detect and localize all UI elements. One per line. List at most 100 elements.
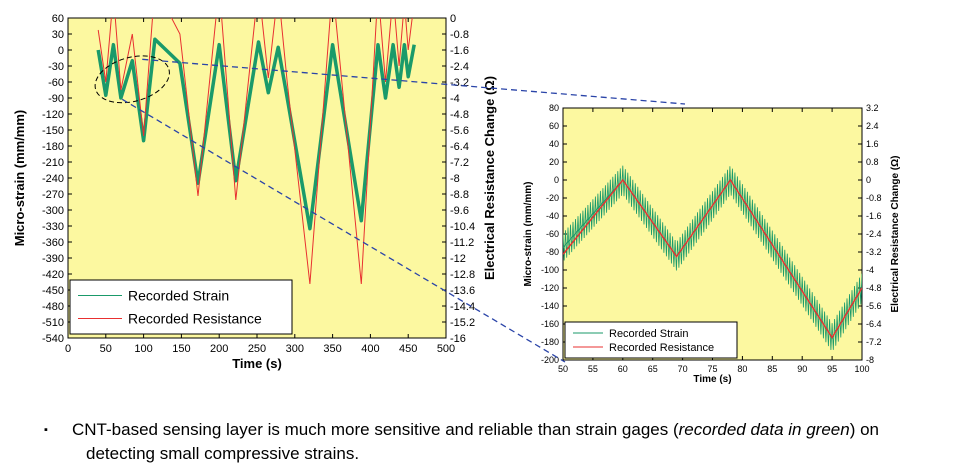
y-tick-label: -120 (42, 109, 64, 121)
x-tick-label: 200 (210, 343, 228, 355)
y-tick-label: -120 (541, 283, 559, 293)
y-tick-label: -40 (546, 211, 559, 221)
y2-tick-label: -6.4 (450, 141, 469, 153)
legend-label: Recorded Strain (128, 288, 229, 304)
x-tick-label: 100 (134, 343, 152, 355)
y-tick-label: -150 (42, 125, 64, 137)
y2-tick-label: -6.4 (866, 319, 882, 329)
y-tick-label: -420 (42, 269, 64, 281)
x-tick-label: 0 (65, 343, 71, 355)
series-line-resistance (97, 18, 413, 285)
y-axis-title: Micro-strain (mm/mm) (12, 110, 27, 247)
y-tick-label: -200 (541, 355, 559, 365)
y-tick-label: -450 (42, 285, 64, 297)
y-tick-label: 40 (549, 139, 559, 149)
y-tick-label: -300 (42, 205, 64, 217)
legend: Recorded Strain Recorded Resistance (564, 321, 738, 359)
y-tick-label: -80 (546, 247, 559, 257)
y-tick-label: 0 (58, 45, 64, 57)
y2-tick-label: -3.2 (866, 247, 882, 257)
y2-tick-label: -13.6 (450, 285, 475, 297)
y2-tick-label: -16 (450, 333, 466, 345)
y2-tick-label: -8.8 (450, 189, 469, 201)
y-tick-label: -390 (42, 253, 64, 265)
caption-text-b: ) on (849, 420, 879, 439)
series-noise-strain (563, 165, 862, 351)
bullet-icon: ▪ (44, 424, 48, 436)
x-tick-label: 350 (323, 343, 341, 355)
y2-tick-label: -11.2 (450, 237, 474, 249)
y-tick-label: -480 (42, 301, 64, 313)
x-tick-label: 60 (618, 364, 628, 374)
y2-tick-label: 1.6 (866, 139, 879, 149)
y-tick-label: 60 (52, 13, 64, 25)
y2-tick-label: -4 (450, 93, 460, 105)
x-tick-label: 70 (678, 364, 688, 374)
y2-tick-label: -8 (866, 355, 874, 365)
y2-tick-label: 0 (450, 13, 456, 25)
y2-tick-label: -0.8 (866, 193, 882, 203)
plot-area (562, 107, 863, 361)
x-tick-label: 50 (558, 364, 568, 374)
x-tick-label: 65 (648, 364, 658, 374)
y2-tick-label: -1.6 (866, 211, 882, 221)
caption-text-italic: recorded data in green (678, 420, 850, 439)
y2-tick-label: -4.8 (866, 283, 882, 293)
y-tick-label: -30 (48, 61, 64, 73)
y2-tick-label: -1.6 (450, 45, 469, 57)
y-tick-label: -540 (42, 333, 64, 345)
y-tick-label: 80 (549, 103, 559, 113)
y-tick-label: -510 (42, 317, 64, 329)
connector-line-top (142, 58, 686, 105)
y-tick-label: -330 (42, 221, 64, 233)
y-tick-label: -240 (42, 173, 64, 185)
x-tick-label: 100 (854, 364, 869, 374)
y-axis-title: Micro-strain (mm/mm) (523, 181, 534, 286)
caption-text-a: CNT-based sensing layer is much more sen… (72, 420, 679, 439)
y-tick-label: -60 (546, 229, 559, 239)
y2-tick-label: -5.6 (866, 301, 882, 311)
y-tick-label: -140 (541, 301, 559, 311)
y2-tick-label: 0 (866, 175, 871, 185)
y2-tick-label: -7.2 (450, 157, 469, 169)
y-tick-label: -160 (541, 319, 559, 329)
zoom-region-ellipse (94, 55, 170, 104)
x-tick-label: 95 (827, 364, 837, 374)
y2-tick-label: -7.2 (866, 337, 882, 347)
y2-tick-label: -4 (866, 265, 874, 275)
legend-label: Recorded Resistance (609, 342, 714, 354)
figure: 0 50 100 150 200 250 300 350 400 450 50060300-30-6… (12, 13, 901, 385)
x-tick-label: 80 (737, 364, 747, 374)
y-tick-label: 60 (549, 121, 559, 131)
y-tick-label: -210 (42, 157, 64, 169)
series-group (563, 165, 862, 351)
y-tick-label: -100 (541, 265, 559, 275)
legend-box (69, 279, 293, 335)
zoom-chart: 50 55 60 65 70 75 80 85 90 95 100806040200-20-40-6… (523, 103, 901, 385)
caption-line-1: CNT-based sensing layer is much more sen… (44, 418, 949, 442)
x-axis-title: Time (s) (232, 356, 282, 371)
y-tick-label: -180 (541, 337, 559, 347)
y2-tick-label: -0.8 (450, 29, 469, 41)
y2-tick-label: 2.4 (866, 121, 879, 131)
x-tick-label: 450 (399, 343, 417, 355)
legend: Recorded Strain Recorded Resistance (69, 279, 293, 335)
x-tick-label: 85 (767, 364, 777, 374)
x-tick-label: 150 (172, 343, 190, 355)
y2-tick-label: -5.6 (450, 125, 469, 137)
y-tick-label: -270 (42, 189, 64, 201)
legend-box (564, 321, 738, 359)
caption-line-2: detecting small compressive strains. (86, 444, 360, 463)
series-group (96, 18, 416, 285)
series-line-resistance (563, 178, 862, 339)
x-axis-title: Time (s) (693, 374, 731, 385)
y2-tick-label: -10.4 (450, 221, 475, 233)
y2-tick-label: -4.8 (450, 109, 469, 121)
y2-tick-label: -2.4 (866, 229, 882, 239)
y2-axis-title: Electrical Resistance Change (Ω) (482, 76, 497, 280)
y2-tick-label: 3.2 (866, 103, 879, 113)
x-tick-label: 75 (707, 364, 717, 374)
y-tick-label: -60 (48, 77, 64, 89)
legend-label: Recorded Resistance (128, 311, 262, 327)
caption: ▪ CNT-based sensing layer is much more s… (44, 418, 949, 466)
